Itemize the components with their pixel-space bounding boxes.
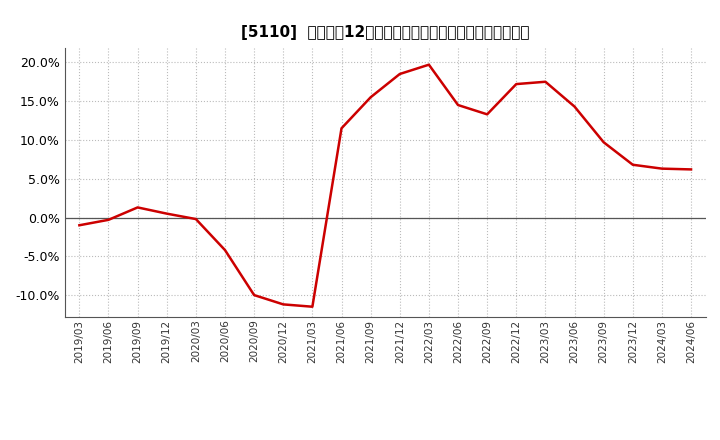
- Title: [5110]  売上高の12か月移動合計の対前年同期増減率の推移: [5110] 売上高の12か月移動合計の対前年同期増減率の推移: [241, 25, 529, 40]
